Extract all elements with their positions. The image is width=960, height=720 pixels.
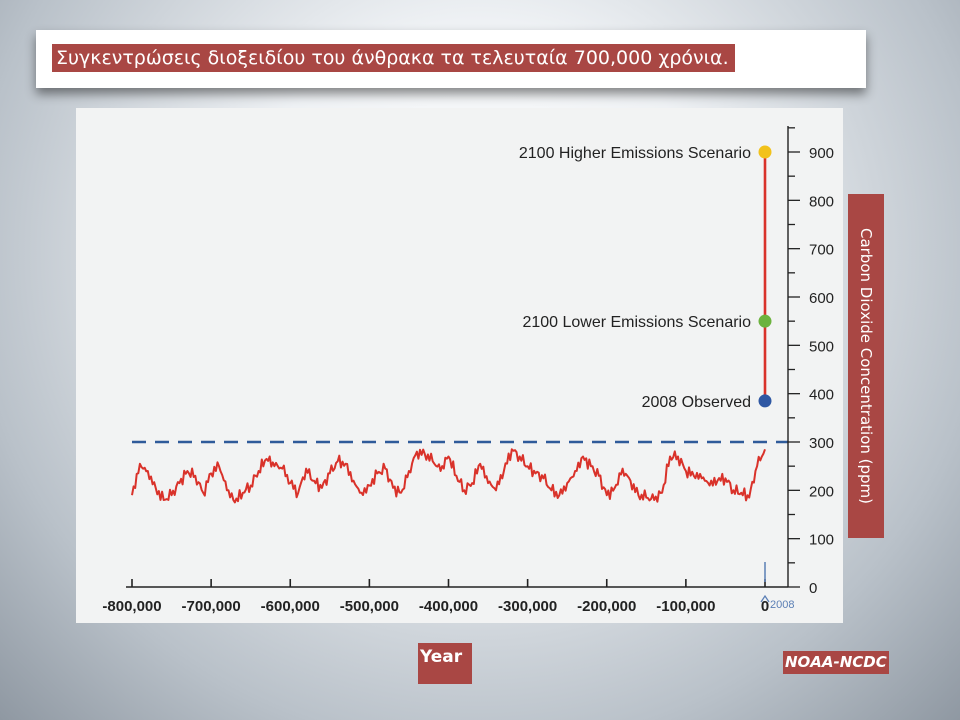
scenario-label: 2100 Higher Emissions Scenario (519, 145, 751, 162)
scenario-label: 2100 Lower Emissions Scenario (522, 314, 751, 331)
chart-panel: -800,000 -700,000 -600,000 -500,000 -400,000… (76, 108, 843, 623)
series-line-co2-record (131, 448, 766, 504)
scenario-point (758, 394, 772, 408)
y-axis-label: Carbon Dioxide Concentration (ppm) (857, 227, 875, 505)
y-tick-label: 600 (809, 290, 834, 307)
y-tick-label: 700 (809, 242, 834, 259)
scenario-point (758, 145, 772, 159)
x-annotation-label: 2008 (770, 599, 794, 611)
x-tick-label: -500,000 (340, 598, 399, 615)
y-tick-label: 200 (809, 483, 834, 500)
x-tick-label: -700,000 (182, 598, 241, 615)
x-tick-label: -300,000 (498, 598, 557, 615)
y-tick-label: 300 (809, 435, 834, 452)
x-axis-label: Year (418, 643, 472, 684)
x-tick-label: -600,000 (261, 598, 320, 615)
x-tick-label: -100,000 (656, 598, 715, 615)
y-tick-label: 500 (809, 338, 834, 355)
x-annotation-arrow (760, 594, 770, 603)
y-tick-label: 900 (809, 145, 834, 162)
y-tick-label: 0 (809, 580, 817, 597)
x-tick-label: -200,000 (577, 598, 636, 615)
x-tick-label: -400,000 (419, 598, 478, 615)
source-credit: NOAA-NCDC (783, 651, 889, 674)
y-axis-label-box (848, 194, 884, 538)
x-tick-label: 0 (761, 598, 769, 615)
y-tick-label: 400 (809, 387, 834, 404)
slide-title: Συγκεντρώσεις διοξειδίου του άνθρακα τα … (52, 44, 735, 72)
scenario-label: 2008 Observed (642, 394, 751, 411)
y-tick-label: 100 (809, 532, 834, 549)
x-tick-label: -800,000 (102, 598, 161, 615)
y-tick-label: 800 (809, 193, 834, 210)
co2-chart: -800,000 -700,000 -600,000 -500,000 -400,000… (102, 126, 834, 615)
scenario-point (758, 314, 772, 328)
